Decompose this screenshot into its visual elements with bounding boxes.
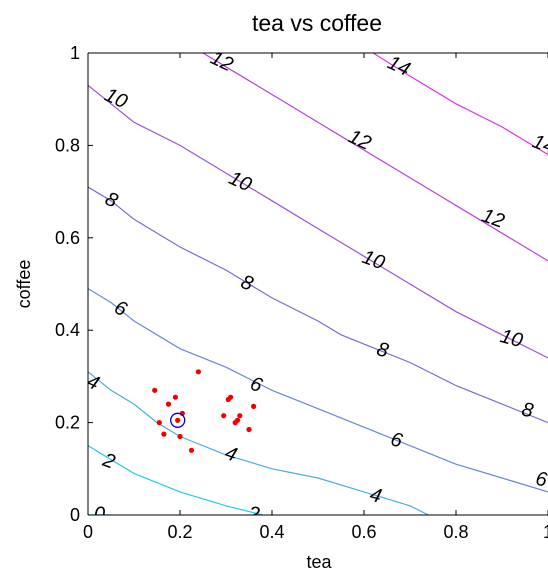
scatter-point	[172, 394, 178, 400]
contour-line-6	[88, 288, 548, 493]
contour-label: 12	[207, 47, 236, 76]
y-tick-label: 0.8	[55, 135, 80, 155]
scatter-point	[165, 401, 172, 407]
scatter-point	[234, 417, 241, 423]
x-tick-label: 0.2	[167, 522, 192, 542]
contour-label: 6	[534, 468, 548, 492]
contour-line-10	[88, 84, 548, 359]
contour-label: 0	[94, 503, 105, 525]
contour-label: 4	[83, 370, 102, 395]
x-tick-label: 0.8	[443, 522, 468, 542]
x-tick-label: 0	[83, 522, 93, 542]
contour-label: 6	[111, 296, 131, 321]
y-tick-label: 0.6	[55, 228, 80, 248]
marker-dot	[175, 417, 181, 423]
contour-label: 8	[102, 188, 121, 213]
contour-label: 12	[479, 204, 507, 232]
y-tick-label: 0	[70, 505, 80, 525]
scatter-point	[251, 403, 257, 409]
scatter-point	[177, 433, 183, 440]
contour-line-4	[88, 371, 429, 515]
contour-lines	[88, 53, 548, 515]
scatter-point	[246, 426, 252, 433]
y-axis-label: coffee	[14, 260, 34, 309]
x-tick-label: 0.6	[351, 522, 376, 542]
scatter-point	[237, 413, 243, 419]
contour-label: 14	[384, 52, 413, 81]
axes	[87, 52, 548, 516]
contour-label: 10	[359, 246, 387, 274]
x-tick-label: 1	[543, 522, 548, 542]
scatter-points	[152, 369, 257, 453]
contour-label: 2	[245, 502, 261, 526]
contour-labels: 0 2 2 4 4 4 6 6 6 6 8 8 8 8 10 10 10 10 12 12 12 14 14	[83, 47, 548, 526]
contour-label: 8	[238, 271, 256, 295]
scatter-point	[221, 413, 227, 419]
contour-line-12	[202, 53, 548, 262]
contour-label: 6	[388, 428, 405, 452]
contour-line-2	[88, 445, 263, 515]
contour-label: 6	[247, 373, 266, 398]
contour-label: 4	[222, 442, 240, 466]
scatter-point	[188, 447, 195, 453]
contour-label: 2	[99, 449, 118, 474]
scatter-point	[228, 394, 234, 400]
x-axis-label: tea	[306, 552, 332, 572]
contour-line-8	[88, 186, 548, 424]
contour-label: 8	[374, 338, 390, 362]
y-tick-label: 0.2	[55, 413, 80, 433]
contour-label: 10	[101, 84, 130, 113]
contour-label: 8	[520, 398, 535, 422]
x-axis-ticks: 0 0.2 0.4 0.6 0.8 1	[83, 53, 548, 542]
contour-line-14	[372, 53, 548, 156]
marker-group	[170, 412, 186, 428]
y-tick-label: 1	[70, 43, 80, 63]
x-tick-label: 0.4	[259, 522, 284, 542]
y-tick-label: 0.4	[55, 320, 80, 340]
contour-label: 10	[498, 325, 525, 352]
y-axis-ticks: 0 0.2 0.4 0.6 0.8 1	[55, 43, 93, 525]
contour-label: 4	[367, 484, 383, 508]
contour-label: 10	[225, 167, 254, 196]
contour-label: 12	[345, 125, 374, 154]
marker-ring	[170, 412, 186, 428]
contour-label: 14	[529, 131, 548, 159]
scatter-point	[195, 369, 201, 375]
chart-title: tea vs coffee	[252, 10, 382, 36]
scatter-point	[161, 431, 167, 437]
scatter-point	[156, 420, 162, 426]
scatter-point	[152, 387, 158, 393]
